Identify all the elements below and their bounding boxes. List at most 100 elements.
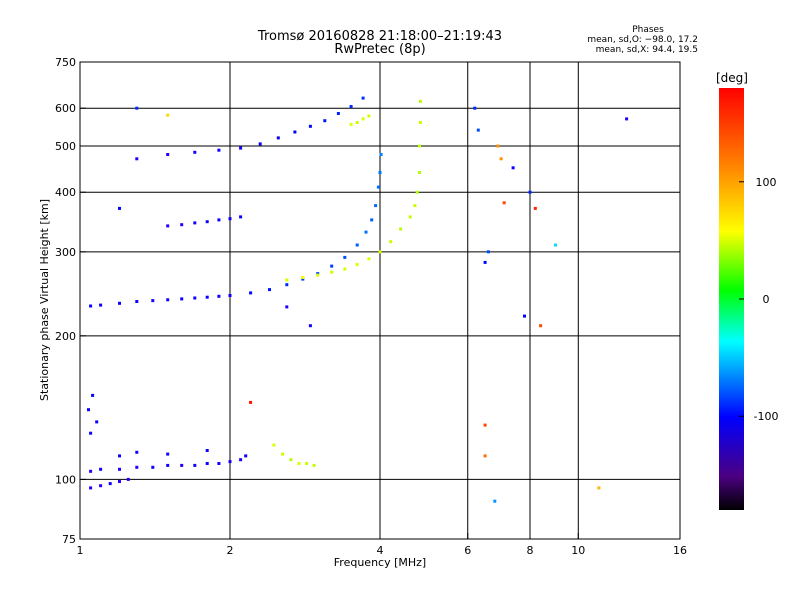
data-point: [379, 153, 383, 156]
data-points: [87, 96, 629, 503]
phase-stats-o: mean, sd,O: −98.0, 17.2: [587, 35, 698, 45]
phase-stats-heading: Phases: [632, 25, 664, 35]
data-point: [166, 224, 170, 228]
data-point: [99, 467, 103, 471]
data-point: [268, 288, 271, 292]
data-point: [244, 454, 248, 458]
x-tick-label: 6: [464, 544, 471, 557]
data-point: [301, 276, 305, 279]
data-point: [228, 217, 232, 221]
data-point: [151, 465, 155, 469]
data-point: [135, 106, 139, 110]
data-point: [281, 452, 285, 456]
data-point: [625, 117, 629, 121]
data-point: [486, 250, 490, 254]
data-point: [305, 462, 309, 465]
data-point: [312, 463, 316, 467]
data-point: [217, 218, 221, 222]
data-point: [323, 119, 327, 123]
data-point: [493, 499, 497, 503]
data-point: [367, 114, 371, 118]
data-point: [135, 157, 139, 161]
data-point: [108, 482, 112, 486]
data-point: [193, 463, 197, 467]
data-point: [473, 106, 477, 110]
data-point: [336, 112, 340, 115]
x-tick-label: 1: [77, 544, 84, 557]
data-point: [378, 171, 382, 174]
data-point: [378, 250, 382, 254]
data-point: [343, 255, 347, 259]
data-point: [285, 283, 289, 287]
data-point: [217, 294, 221, 298]
data-point: [89, 304, 93, 308]
data-point: [166, 463, 170, 467]
data-point: [205, 449, 209, 452]
data-point: [89, 469, 93, 473]
y-tick-label: 400: [55, 186, 76, 199]
x-tick-label: 2: [227, 544, 234, 557]
colorbar-ticks: 100 0 -100: [739, 176, 778, 423]
grid: [80, 62, 680, 539]
data-point: [95, 420, 99, 424]
data-point: [126, 477, 130, 481]
chart-title: Tromsø 20160828 21:18:00–21:19:43: [257, 29, 502, 44]
data-point: [523, 314, 526, 318]
data-point: [99, 303, 103, 307]
data-point: [166, 113, 170, 117]
data-point: [418, 99, 422, 103]
data-point: [151, 299, 155, 303]
data-point: [180, 463, 184, 467]
data-point: [374, 204, 378, 208]
x-tick-label: 16: [673, 544, 687, 557]
data-point: [239, 458, 243, 462]
data-point: [330, 264, 334, 268]
y-axis-label: Stationary phase Virtual Height [km]: [38, 199, 51, 401]
data-point: [166, 153, 170, 156]
data-point: [361, 96, 365, 100]
phase-stats-x: mean, sd,X: 94.4, 19.5: [596, 45, 698, 55]
data-point: [135, 300, 139, 303]
data-point: [193, 150, 197, 154]
data-point: [528, 190, 532, 194]
data-point: [239, 215, 243, 219]
data-point: [180, 297, 184, 301]
data-point: [476, 128, 480, 132]
y-tick-label: 200: [55, 330, 76, 343]
y-tick-label: 750: [55, 56, 76, 69]
data-point: [193, 221, 197, 225]
data-point: [483, 260, 487, 264]
colorbar-tick-label: 0: [763, 293, 770, 306]
data-point: [496, 144, 500, 148]
data-point: [99, 484, 103, 488]
data-point: [533, 206, 537, 210]
data-point: [355, 121, 359, 124]
data-point: [349, 122, 353, 126]
data-point: [370, 218, 374, 222]
data-point: [502, 201, 506, 205]
data-point: [293, 130, 297, 134]
data-point: [418, 144, 421, 148]
data-point: [554, 243, 557, 247]
data-point: [308, 124, 312, 128]
data-point: [367, 257, 371, 261]
data-point: [389, 240, 393, 244]
data-point: [499, 157, 503, 161]
data-point: [301, 277, 305, 281]
data-point: [118, 454, 121, 458]
data-point: [89, 486, 93, 490]
data-point: [483, 423, 487, 427]
x-tick-label: 10: [571, 544, 585, 557]
data-point: [511, 166, 515, 170]
data-point: [330, 270, 334, 274]
data-point: [91, 393, 95, 397]
data-point: [289, 458, 293, 462]
colorbar-tick-label: -100: [754, 410, 779, 423]
y-tick-label: 75: [62, 533, 76, 546]
y-tick-label: 300: [55, 246, 76, 259]
data-point: [166, 298, 170, 302]
data-point: [249, 291, 253, 295]
data-point: [316, 272, 320, 276]
x-tick-label: 4: [377, 544, 384, 557]
